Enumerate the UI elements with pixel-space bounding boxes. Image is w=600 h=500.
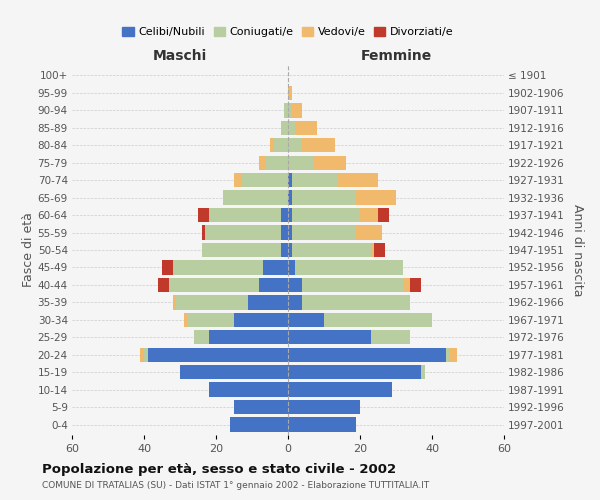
Bar: [209, 330, 288, 344]
Bar: [288, 382, 392, 397]
Bar: [288, 260, 295, 274]
Bar: [288, 138, 302, 152]
Text: Femmine: Femmine: [361, 50, 431, 64]
Bar: [259, 278, 288, 292]
Bar: [446, 348, 450, 362]
Bar: [302, 278, 403, 292]
Bar: [194, 330, 209, 344]
Bar: [180, 365, 288, 380]
Bar: [270, 138, 274, 152]
Bar: [371, 330, 410, 344]
Bar: [173, 260, 263, 274]
Bar: [288, 418, 356, 432]
Bar: [241, 173, 288, 188]
Legend: Celibi/Nubili, Coniugati/e, Vedovi/e, Divorziati/e: Celibi/Nubili, Coniugati/e, Vedovi/e, Di…: [118, 22, 458, 42]
Bar: [288, 348, 446, 362]
Bar: [371, 243, 374, 257]
Bar: [288, 173, 292, 188]
Bar: [198, 208, 209, 222]
Bar: [158, 278, 169, 292]
Text: Maschi: Maschi: [153, 50, 207, 64]
Bar: [169, 278, 259, 292]
Bar: [209, 382, 288, 397]
Bar: [288, 312, 324, 327]
Y-axis label: Fasce di età: Fasce di età: [22, 212, 35, 288]
Bar: [288, 243, 292, 257]
Text: COMUNE DI TRATALIAS (SU) - Dati ISTAT 1° gennaio 2002 - Elaborazione TUTTITALIA.: COMUNE DI TRATALIAS (SU) - Dati ISTAT 1°…: [42, 481, 429, 490]
Bar: [295, 120, 317, 135]
Bar: [288, 86, 292, 100]
Bar: [187, 312, 234, 327]
Bar: [202, 226, 205, 239]
Bar: [292, 103, 302, 118]
Bar: [202, 243, 281, 257]
Bar: [324, 312, 432, 327]
Bar: [234, 400, 288, 414]
Bar: [378, 208, 389, 222]
Bar: [176, 295, 248, 310]
Y-axis label: Anni di nascita: Anni di nascita: [571, 204, 584, 296]
Bar: [274, 138, 288, 152]
Bar: [288, 190, 292, 205]
Bar: [403, 278, 410, 292]
Bar: [144, 348, 148, 362]
Bar: [360, 208, 378, 222]
Bar: [184, 312, 187, 327]
Bar: [302, 138, 335, 152]
Bar: [292, 173, 338, 188]
Bar: [284, 103, 288, 118]
Bar: [288, 330, 371, 344]
Bar: [173, 295, 176, 310]
Bar: [288, 208, 292, 222]
Bar: [223, 190, 288, 205]
Bar: [148, 348, 288, 362]
Bar: [281, 226, 288, 239]
Bar: [288, 120, 295, 135]
Bar: [292, 226, 356, 239]
Bar: [356, 190, 396, 205]
Bar: [263, 260, 288, 274]
Bar: [288, 365, 421, 380]
Bar: [295, 260, 403, 274]
Bar: [410, 278, 421, 292]
Bar: [259, 156, 266, 170]
Bar: [313, 156, 346, 170]
Bar: [281, 120, 288, 135]
Bar: [248, 295, 288, 310]
Bar: [162, 260, 173, 274]
Bar: [421, 365, 425, 380]
Bar: [234, 173, 241, 188]
Bar: [338, 173, 378, 188]
Bar: [292, 243, 371, 257]
Bar: [266, 156, 288, 170]
Bar: [281, 208, 288, 222]
Text: Popolazione per età, sesso e stato civile - 2002: Popolazione per età, sesso e stato civil…: [42, 462, 396, 475]
Bar: [288, 295, 302, 310]
Bar: [288, 156, 313, 170]
Bar: [209, 208, 281, 222]
Bar: [234, 312, 288, 327]
Bar: [374, 243, 385, 257]
Bar: [356, 226, 382, 239]
Bar: [292, 190, 356, 205]
Bar: [288, 226, 292, 239]
Bar: [292, 208, 360, 222]
Bar: [281, 243, 288, 257]
Bar: [450, 348, 457, 362]
Bar: [302, 295, 410, 310]
Bar: [288, 400, 360, 414]
Bar: [140, 348, 144, 362]
Bar: [288, 278, 302, 292]
Bar: [288, 103, 292, 118]
Bar: [230, 418, 288, 432]
Bar: [205, 226, 281, 239]
